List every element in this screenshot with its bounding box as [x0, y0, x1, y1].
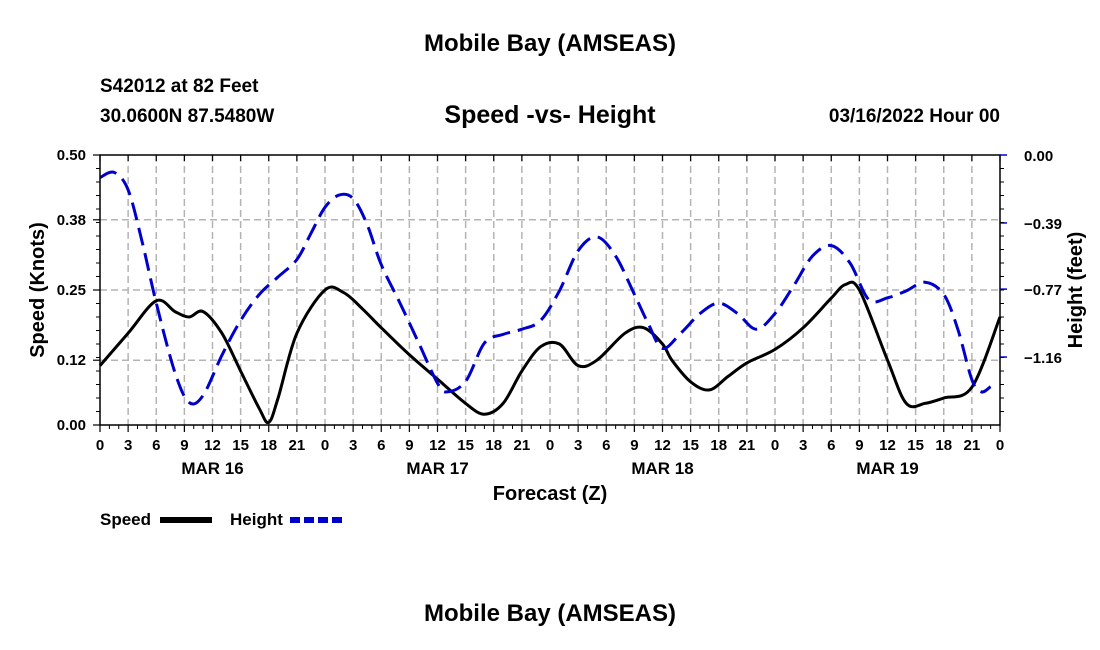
x-tick-label: 9 [855, 437, 863, 454]
x-tick-label: 21 [964, 437, 981, 454]
x-tick-label: 9 [405, 437, 413, 454]
day-label: MAR 16 [181, 459, 243, 478]
station-label: S42012 at 82 Feet [100, 76, 259, 97]
day-label: MAR 18 [631, 459, 693, 478]
y2-axis-title: Height (feet) [1065, 232, 1087, 349]
chart-subtitle: Speed -vs- Height [444, 101, 656, 129]
x-tick-label: 21 [289, 437, 306, 454]
x-tick-label: 0 [96, 437, 104, 454]
y-tick-label: 0.12 [57, 352, 86, 369]
y2-tick-label: −0.39 [1024, 216, 1062, 233]
x-tick-label: 21 [514, 437, 531, 454]
x-tick-label: 18 [260, 437, 277, 454]
y2-tick-label: −1.16 [1024, 350, 1062, 367]
x-tick-label: 15 [907, 437, 924, 454]
y-tick-label: 0.50 [57, 147, 86, 164]
x-tick-label: 18 [485, 437, 502, 454]
x-tick-label: 12 [204, 437, 221, 454]
x-tick-label: 0 [546, 437, 554, 454]
x-tick-label: 15 [232, 437, 249, 454]
coordinates-label: 30.0600N 87.5480W [100, 106, 275, 127]
forecast-datetime: 03/16/2022 Hour 00 [828, 106, 1000, 127]
height-series-line [99, 170, 992, 406]
x-tick-label: 0 [996, 437, 1004, 454]
x-tick-label: 6 [602, 437, 610, 454]
y2-tick-label: −0.77 [1024, 282, 1062, 299]
x-tick-label: 9 [180, 437, 188, 454]
x-axis-title: Forecast (Z) [493, 483, 607, 505]
x-tick-label: 12 [429, 437, 446, 454]
footer-title: Mobile Bay (AMSEAS) [423, 600, 677, 627]
x-tick-label: 6 [827, 437, 835, 454]
series-layer [98, 170, 1002, 425]
x-tick-label: 12 [654, 437, 671, 454]
x-tick-label: 12 [879, 437, 896, 454]
x-tick-label: 3 [799, 437, 807, 454]
y-axis-title: Speed (Knots) [27, 222, 49, 358]
speed-series-line [98, 280, 1002, 425]
day-label: MAR 17 [406, 459, 468, 478]
y-tick-label: 0.00 [57, 417, 86, 434]
x-tick-label: 3 [124, 437, 132, 454]
x-tick-label: 3 [574, 437, 582, 454]
x-tick-label: 0 [771, 437, 779, 454]
y-tick-label: 0.38 [57, 212, 86, 229]
x-tick-label: 15 [457, 437, 474, 454]
chart-main-title: Mobile Bay (AMSEAS) [423, 30, 677, 57]
axis-layer: 0 3 6 9 12 15 18 21 0 3 6 9 12 15 18 21 0 3 6 9 12 15 18 21 0 3 6 9… [57, 147, 1062, 478]
legend-speed-label: Speed [100, 510, 151, 529]
x-tick-label: 21 [739, 437, 756, 454]
x-tick-label: 9 [630, 437, 638, 454]
y2-tick-label: 0.00 [1024, 148, 1053, 165]
day-label: MAR 19 [856, 459, 918, 478]
x-tick-label: 6 [152, 437, 160, 454]
x-tick-label: 15 [682, 437, 699, 454]
y-tick-label: 0.25 [57, 282, 86, 299]
legend: Speed Height [100, 510, 342, 529]
x-tick-label: 6 [377, 437, 385, 454]
grid-layer [100, 155, 1000, 425]
x-tick-label: 18 [710, 437, 727, 454]
x-tick-label: 18 [935, 437, 952, 454]
x-tick-label: 0 [321, 437, 329, 454]
legend-height-label: Height [230, 510, 283, 529]
x-tick-label: 3 [349, 437, 357, 454]
